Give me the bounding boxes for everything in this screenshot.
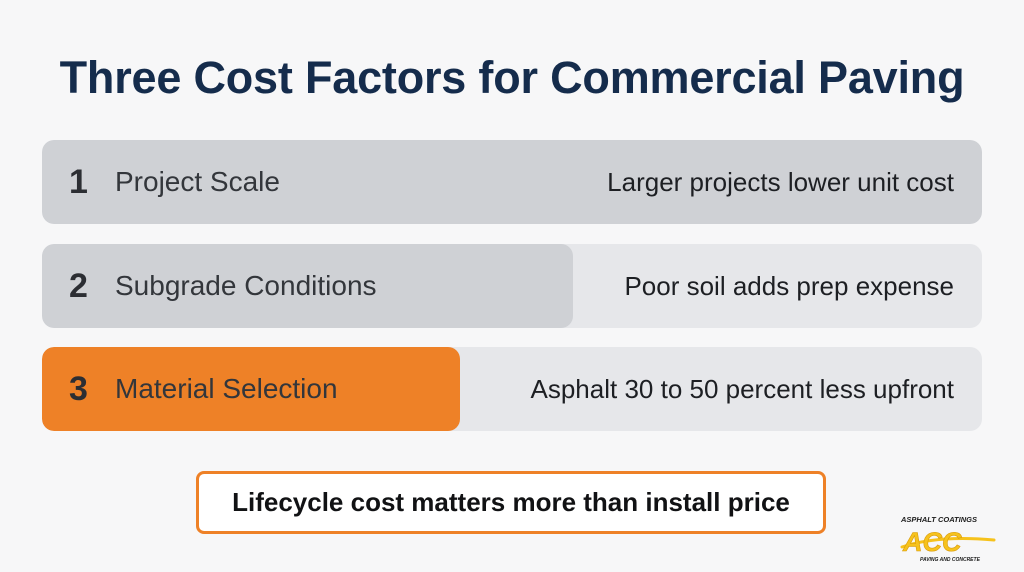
factor-label: Material Selection xyxy=(115,373,338,404)
factor-description: Asphalt 30 to 50 percent less upfront xyxy=(530,374,955,404)
factor-description: Poor soil adds prep expense xyxy=(624,271,954,301)
factor-description: Larger projects lower unit cost xyxy=(607,167,954,197)
factor-label: Project Scale xyxy=(115,166,280,197)
factor-bar-fill xyxy=(42,347,461,431)
lifecycle-callout: Lifecycle cost matters more than install… xyxy=(196,471,826,534)
logo-top-text: ASPHALT COATINGS xyxy=(900,515,977,524)
factor-label: Subgrade Conditions xyxy=(115,270,377,301)
factor-row-1: 1 Project Scale Larger projects lower un… xyxy=(42,140,982,224)
factor-bar-fill xyxy=(42,140,982,224)
factor-row-3: 3 Material Selection Asphalt 30 to 50 pe… xyxy=(42,347,982,431)
logo-mark: ACC xyxy=(902,527,962,557)
factor-number: 2 xyxy=(69,267,88,305)
factor-number: 3 xyxy=(69,370,88,408)
page-title: Three Cost Factors for Commercial Paving xyxy=(59,52,965,103)
logo-bottom-text: PAVING AND CONCRETE xyxy=(920,557,981,563)
factor-number: 1 xyxy=(69,163,88,201)
factor-row-2: 2 Subgrade Conditions Poor soil adds pre… xyxy=(42,244,982,328)
logo-swoosh xyxy=(900,537,996,549)
factor-bar-fill xyxy=(42,244,574,328)
acc-logo: ASPHALT COATINGS ACC PAVING AND CONCRETE xyxy=(900,515,996,563)
